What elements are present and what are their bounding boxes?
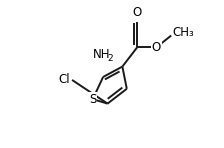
Text: O: O <box>133 6 142 19</box>
Text: NH: NH <box>93 48 110 61</box>
Text: O: O <box>152 41 161 54</box>
Text: S: S <box>89 93 97 106</box>
Text: 2: 2 <box>107 54 113 63</box>
Text: Cl: Cl <box>58 73 70 86</box>
Text: CH₃: CH₃ <box>172 26 194 39</box>
